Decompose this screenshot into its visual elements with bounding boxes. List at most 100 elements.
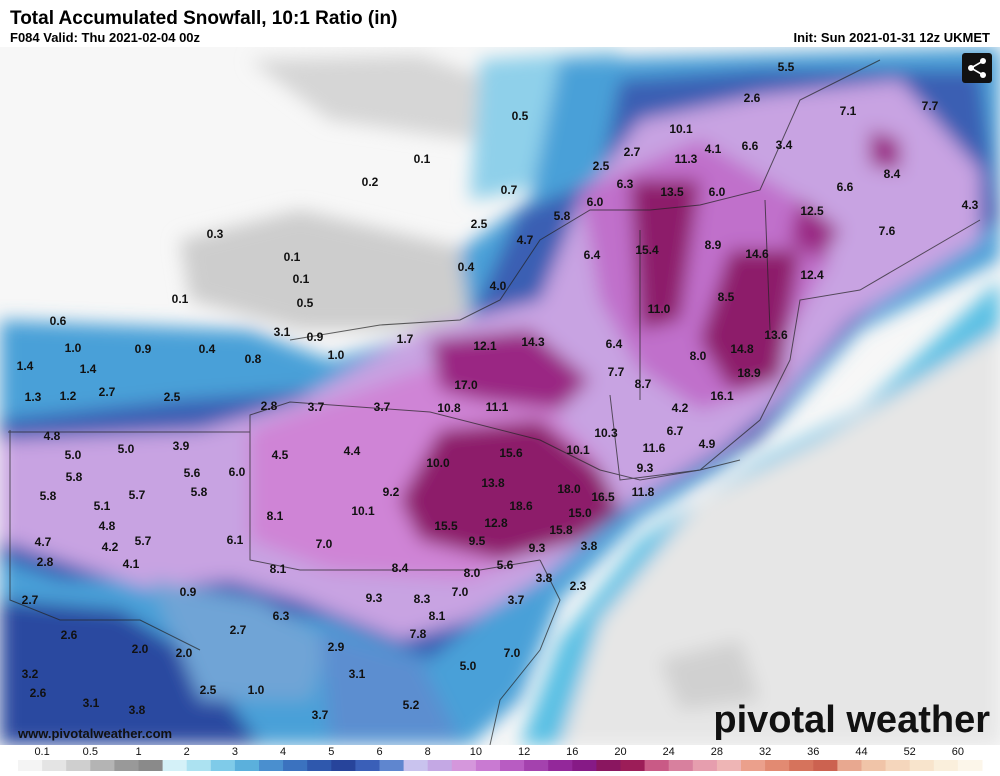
snow-amount: 12.4 [800,268,824,282]
snow-amount: 4.1 [705,142,722,156]
snow-amount: 3.1 [349,667,366,681]
snow-amount: 2.8 [37,555,54,569]
snow-amount: 12.1 [473,339,497,353]
snow-amount: 0.1 [293,272,310,286]
snow-amount: 5.7 [129,488,146,502]
snow-amount: 15.8 [549,523,573,537]
snow-amount: 9.3 [637,461,654,475]
snow-amount: 2.6 [30,686,47,700]
snow-amount: 3.4 [776,138,793,152]
snow-amount: 1.0 [65,341,82,355]
legend-swatch [18,760,43,771]
snow-amount: 11.3 [675,152,698,166]
snow-amount: 10.8 [437,401,461,415]
snow-amount: 6.1 [227,533,244,547]
snow-amount: 3.2 [22,667,39,681]
snow-labels: 5.5 2.6 7.1 7.7 0.5 10.1 4.1 6.6 3.4 0.1 11.3 2.5 2.… [17,60,979,722]
legend-tick: 0.1 [34,746,49,758]
border-line [764,199,771,331]
snow-amount: 6.6 [742,139,759,153]
snow-amount: 2.6 [744,91,761,105]
snow-amount: 4.0 [490,279,507,293]
snow-amount: 7.0 [316,537,333,551]
legend-swatch [620,760,646,771]
legend-swatch [957,760,983,771]
snow-amount: 2.8 [261,399,278,413]
snow-amount: 4.7 [517,233,534,247]
legend-swatch [572,760,597,771]
snow-amount: 4.2 [672,401,689,415]
legend-swatch [90,760,115,771]
coastline [599,219,981,481]
legend: 0.1 0.5 1 2 3 4 5 6 8 10 12 16 20 24 28 32 36 44 52 60 [18,746,983,771]
legend-swatch [933,760,959,771]
snow-amount: 2.9 [328,640,345,654]
snow-amount: 4.4 [344,444,361,458]
snow-amount: 1.4 [17,359,34,373]
legend-tick: 12 [518,746,530,758]
legend-swatch [813,760,838,771]
snow-amount: 11.6 [643,441,666,455]
snow-amount: 6.4 [584,248,601,262]
legend-swatch [355,760,380,771]
snow-amount: 2.7 [22,593,39,607]
legend-swatch [909,760,935,771]
legend-tick: 16 [566,746,578,758]
snow-amount: 5.2 [403,698,420,712]
legend-swatch [451,760,477,771]
snow-amount: 1.7 [397,332,414,346]
border-line [249,432,541,571]
snow-amount: 5.7 [135,534,152,548]
snow-amount: 2.6 [61,628,78,642]
legend-tick: 6 [376,746,382,758]
snow-amount: 3.1 [83,696,100,710]
snow-amount: 11.1 [486,400,509,414]
snow-amount: 2.5 [471,217,488,231]
snow-amount: 0.9 [307,330,324,344]
share-icon-bg[interactable] [962,53,992,83]
snow-amount: 2.0 [176,646,193,660]
snow-amount: 10.1 [351,504,375,518]
legend-tick: 20 [614,746,626,758]
legend-swatch [331,760,356,771]
legend-tick: 32 [759,746,771,758]
snow-amount: 5.1 [94,499,111,513]
snow-amount: 1.4 [80,362,97,376]
share-button[interactable] [962,53,992,83]
snow-amount: 8.0 [464,566,481,580]
snow-amount: 9.3 [529,541,546,555]
snow-amount: 5.0 [65,448,82,462]
snow-amount: 2.5 [164,390,181,404]
snow-amount: 4.2 [102,540,119,554]
legend-swatch [283,760,308,771]
snow-amount: 2.5 [200,683,217,697]
snow-amount: 10.3 [594,426,618,440]
legend-tick: 44 [855,746,867,758]
snow-amount: 7.0 [504,646,521,660]
snow-amount: 0.1 [172,292,189,306]
legend-swatch [403,760,429,771]
snow-amount: 7.7 [608,365,625,379]
snow-amount: 3.1 [274,325,291,339]
snow-amount: 10.1 [669,122,693,136]
snow-amount: 2.5 [593,159,610,173]
snow-amount: 14.6 [745,247,769,261]
snow-amount: 14.3 [521,335,545,349]
snow-amount: 17.0 [454,378,478,392]
snow-amount: 18.0 [557,482,581,496]
snow-amount: 16.1 [710,389,734,403]
legend-swatch [210,760,236,771]
snow-amount: 10.1 [566,443,590,457]
snow-amount: 4.8 [99,519,116,533]
snow-amount: 9.5 [469,534,486,548]
legend-tick: 3 [232,746,238,758]
snow-amount: 2.7 [230,623,247,637]
snow-amount: 0.1 [414,152,431,166]
legend-tick: 10 [470,746,482,758]
snow-amount: 0.6 [50,314,67,328]
legend-swatch [885,760,911,771]
borders [8,59,981,745]
snow-amount: 18.6 [509,499,533,513]
snow-amount: 15.6 [499,446,523,460]
